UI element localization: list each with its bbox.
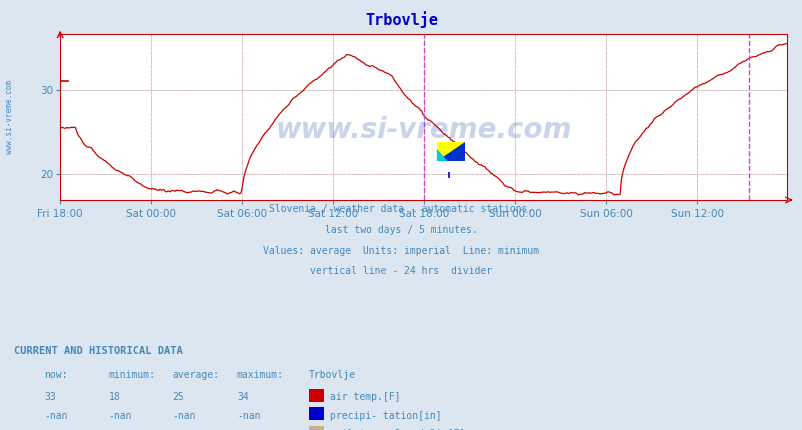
Text: maximum:: maximum: [237,370,284,380]
Text: -nan: -nan [237,429,260,430]
Text: Slovenia / weather data - automatic stations.: Slovenia / weather data - automatic stat… [269,204,533,214]
Text: -nan: -nan [172,429,196,430]
Text: minimum:: minimum: [108,370,156,380]
Text: average:: average: [172,370,220,380]
Polygon shape [436,142,464,161]
Text: -nan: -nan [237,411,260,421]
Text: www.si-vreme.com: www.si-vreme.com [5,80,14,154]
Text: Trbovlje: Trbovlje [309,370,356,380]
Text: 25: 25 [172,392,184,402]
Text: -nan: -nan [44,411,67,421]
Text: -nan: -nan [172,411,196,421]
Text: -nan: -nan [44,429,67,430]
Text: precipi- tation[in]: precipi- tation[in] [330,411,441,421]
Text: Values: average  Units: imperial  Line: minimum: Values: average Units: imperial Line: mi… [263,246,539,255]
Text: -nan: -nan [108,411,132,421]
Polygon shape [436,149,447,161]
Text: 33: 33 [44,392,56,402]
Text: www.si-vreme.com: www.si-vreme.com [275,117,571,144]
Text: Trbovlje: Trbovlje [365,11,437,28]
Text: now:: now: [44,370,67,380]
Text: -nan: -nan [108,429,132,430]
Text: soil temp. 5cm / 2in[F]: soil temp. 5cm / 2in[F] [330,429,464,430]
Text: air temp.[F]: air temp.[F] [330,392,400,402]
Text: last two days / 5 minutes.: last two days / 5 minutes. [325,225,477,235]
Text: 18: 18 [108,392,120,402]
Text: 34: 34 [237,392,249,402]
Text: vertical line - 24 hrs  divider: vertical line - 24 hrs divider [310,266,492,276]
Bar [436,142,464,161]
Text: CURRENT AND HISTORICAL DATA: CURRENT AND HISTORICAL DATA [14,346,183,356]
